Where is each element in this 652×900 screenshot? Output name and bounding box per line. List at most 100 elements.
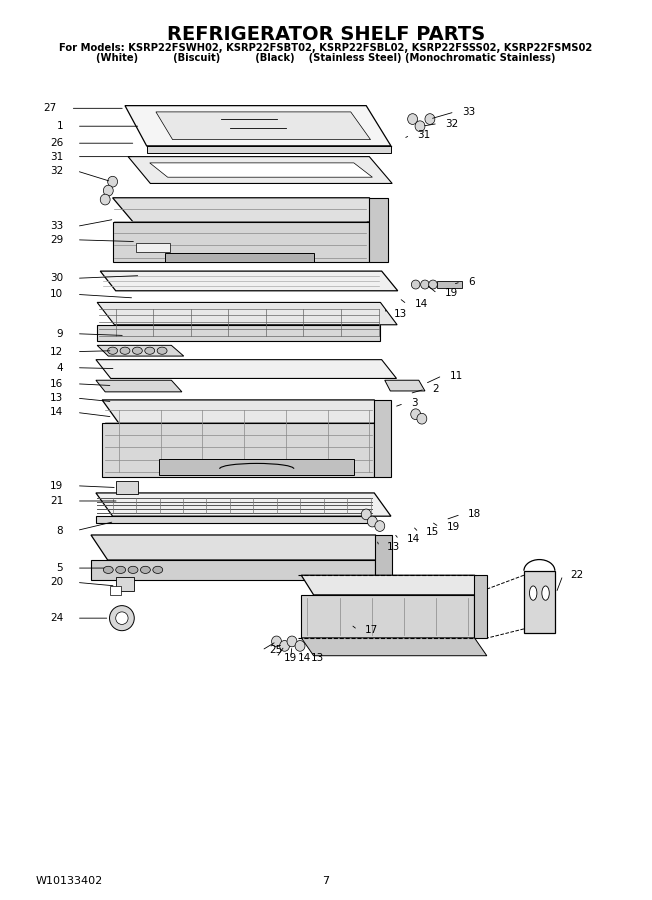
- Text: 12: 12: [50, 346, 63, 356]
- Ellipse shape: [132, 347, 142, 355]
- Text: 15: 15: [426, 527, 439, 537]
- Polygon shape: [385, 380, 425, 391]
- Ellipse shape: [361, 509, 371, 520]
- Text: (White)          (Biscuit)          (Black)    (Stainless Steel) (Monochromatic : (White) (Biscuit) (Black) (Stainless Ste…: [96, 53, 556, 63]
- Polygon shape: [113, 198, 388, 222]
- Polygon shape: [369, 198, 388, 262]
- Text: 26: 26: [50, 139, 63, 148]
- Text: 13: 13: [387, 542, 400, 552]
- Text: 22: 22: [570, 571, 584, 580]
- Ellipse shape: [280, 641, 289, 652]
- Text: 20: 20: [50, 578, 63, 588]
- Text: 14: 14: [406, 535, 420, 544]
- Polygon shape: [113, 222, 369, 262]
- Text: 14: 14: [50, 408, 63, 418]
- Text: 32: 32: [50, 166, 63, 176]
- Text: 19: 19: [50, 481, 63, 491]
- Ellipse shape: [408, 113, 417, 124]
- Polygon shape: [301, 638, 487, 656]
- Text: 14: 14: [298, 652, 312, 662]
- Ellipse shape: [108, 347, 117, 355]
- Bar: [136, 243, 170, 252]
- Text: 13: 13: [394, 309, 408, 319]
- Polygon shape: [102, 400, 391, 423]
- Polygon shape: [376, 535, 393, 580]
- Text: 30: 30: [50, 274, 63, 284]
- Ellipse shape: [110, 606, 134, 631]
- Text: 16: 16: [50, 379, 63, 389]
- Text: W10133402: W10133402: [35, 876, 102, 886]
- Text: 32: 32: [445, 119, 458, 129]
- Ellipse shape: [153, 566, 163, 573]
- Ellipse shape: [103, 185, 113, 196]
- Text: 5: 5: [57, 563, 63, 573]
- Bar: [110, 586, 121, 595]
- Polygon shape: [128, 157, 393, 184]
- Ellipse shape: [411, 280, 420, 289]
- Text: 11: 11: [450, 371, 463, 381]
- Text: 33: 33: [462, 107, 475, 117]
- Polygon shape: [301, 595, 475, 638]
- Text: 13: 13: [50, 393, 63, 403]
- Text: 29: 29: [50, 235, 63, 245]
- Text: 27: 27: [44, 104, 57, 113]
- Ellipse shape: [128, 566, 138, 573]
- Text: 19: 19: [447, 522, 460, 532]
- Text: 17: 17: [365, 625, 378, 634]
- Ellipse shape: [529, 586, 537, 600]
- Text: 9: 9: [57, 328, 63, 338]
- Ellipse shape: [295, 641, 305, 652]
- Polygon shape: [159, 459, 354, 475]
- Bar: [116, 482, 138, 494]
- Polygon shape: [96, 360, 396, 378]
- Text: 19: 19: [445, 289, 458, 299]
- Polygon shape: [91, 535, 393, 560]
- Text: 31: 31: [417, 130, 431, 140]
- Ellipse shape: [115, 566, 126, 573]
- Text: For Models: KSRP22FSWH02, KSRP22FSBT02, KSRP22FSBL02, KSRP22FSSS02, KSRP22FSMS02: For Models: KSRP22FSWH02, KSRP22FSBT02, …: [59, 42, 593, 52]
- Ellipse shape: [417, 413, 427, 424]
- Polygon shape: [524, 571, 555, 634]
- Polygon shape: [100, 271, 398, 291]
- Text: 1: 1: [57, 122, 63, 131]
- Text: 19: 19: [284, 652, 297, 662]
- Ellipse shape: [421, 280, 429, 289]
- Ellipse shape: [140, 566, 151, 573]
- Text: 2: 2: [432, 384, 439, 394]
- Polygon shape: [96, 380, 182, 392]
- Polygon shape: [475, 575, 487, 638]
- Text: 31: 31: [50, 151, 63, 162]
- Ellipse shape: [120, 347, 130, 355]
- Text: 7: 7: [323, 876, 329, 886]
- Text: 13: 13: [310, 652, 324, 662]
- Polygon shape: [91, 560, 376, 580]
- Text: 6: 6: [468, 277, 475, 287]
- Ellipse shape: [375, 521, 385, 531]
- Ellipse shape: [115, 612, 128, 625]
- Polygon shape: [150, 163, 372, 177]
- Text: REFRIGERATOR SHELF PARTS: REFRIGERATOR SHELF PARTS: [167, 24, 485, 43]
- Ellipse shape: [542, 586, 549, 600]
- Polygon shape: [96, 517, 374, 523]
- Polygon shape: [102, 423, 374, 477]
- Text: 33: 33: [50, 221, 63, 231]
- Polygon shape: [301, 575, 487, 595]
- Text: 10: 10: [50, 290, 63, 300]
- Ellipse shape: [157, 347, 167, 355]
- Polygon shape: [156, 112, 370, 140]
- Polygon shape: [125, 105, 391, 146]
- Ellipse shape: [287, 636, 297, 647]
- Polygon shape: [97, 302, 397, 325]
- Text: 18: 18: [468, 509, 482, 519]
- Text: 24: 24: [50, 613, 63, 623]
- Text: 25: 25: [269, 645, 282, 655]
- Polygon shape: [96, 493, 391, 517]
- Text: 14: 14: [415, 299, 428, 310]
- Text: 4: 4: [57, 363, 63, 373]
- Ellipse shape: [368, 517, 378, 526]
- Bar: [115, 578, 134, 591]
- Polygon shape: [374, 400, 391, 477]
- Ellipse shape: [145, 347, 155, 355]
- Polygon shape: [97, 346, 184, 356]
- Ellipse shape: [100, 194, 110, 205]
